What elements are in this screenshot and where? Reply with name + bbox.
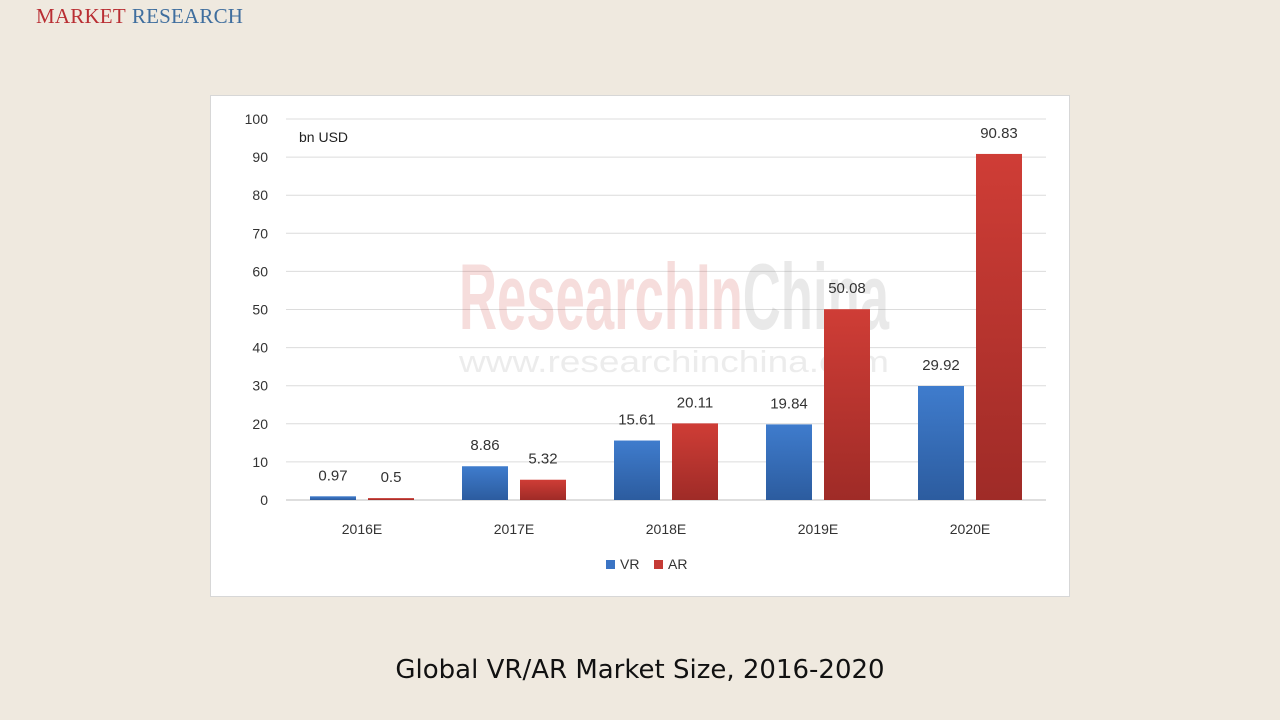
bar-ar-2020e	[976, 153, 1022, 501]
bar-ar-2018e	[672, 423, 718, 500]
x-tick-label: 2017E	[494, 521, 534, 537]
data-label: 15.61	[618, 412, 656, 429]
y-tick-label: 80	[252, 187, 268, 203]
y-tick-label: 100	[245, 111, 269, 127]
data-labels: 0.97 0.5 8.86 5.32 15.61 20.11 19.84 50.08 29.92…	[318, 125, 1017, 486]
y-tick-label: 0	[260, 492, 268, 508]
x-tick-label: 2020E	[950, 521, 990, 537]
y-tick-label: 60	[252, 263, 268, 279]
data-label: 5.32	[528, 451, 557, 468]
legend-label-ar: AR	[668, 556, 687, 572]
watermark-url: www.researchinchina.com	[458, 344, 889, 379]
bar-vr-2018e	[614, 440, 660, 500]
bar-chart: ResearchInChina www.researchinchina.com …	[245, 111, 1046, 572]
watermark: ResearchInChina www.researchinchina.com	[458, 244, 890, 379]
watermark-in: In	[696, 244, 743, 349]
y-tick-label: 20	[252, 416, 268, 432]
data-label: 19.84	[770, 395, 808, 412]
bar-vr-2016e	[310, 496, 356, 500]
y-tick-label: 70	[252, 225, 268, 241]
watermark-research: Research	[459, 244, 696, 349]
data-label: 0.97	[318, 467, 347, 484]
bar-vr-2019e	[766, 424, 812, 500]
y-tick-label: 10	[252, 454, 268, 470]
data-label: 29.92	[922, 357, 960, 374]
unit-label: bn USD	[299, 129, 348, 145]
x-tick-label: 2016E	[342, 521, 382, 537]
y-axis: 0 10 20 30 40 50 60 70 80 90 100	[245, 111, 269, 508]
legend-label-vr: VR	[620, 556, 639, 572]
chart-caption: Global VR/AR Market Size, 2016-2020	[395, 655, 885, 685]
chart-panel: ResearchInChina www.researchinchina.com …	[210, 95, 1070, 597]
bar-vr-2020e	[918, 386, 964, 500]
svg-text:ResearchInChina: ResearchInChina	[459, 244, 889, 349]
legend-swatch-ar	[654, 560, 663, 569]
legend-swatch-vr	[606, 560, 615, 569]
data-label: 0.5	[381, 469, 402, 486]
legend: VR AR	[606, 556, 687, 572]
grid-lines	[286, 118, 1046, 501]
bars	[310, 153, 1022, 501]
y-tick-label: 40	[252, 340, 268, 356]
x-axis: 2016E 2017E 2018E 2019E 2020E	[342, 521, 990, 537]
bar-vr-2017e	[462, 466, 508, 500]
data-label: 20.11	[677, 394, 713, 411]
y-tick-label: 30	[252, 378, 268, 394]
y-tick-label: 50	[252, 302, 268, 318]
data-label: 8.86	[470, 437, 499, 454]
bar-ar-2017e	[520, 479, 566, 500]
bar-ar-2019e	[824, 309, 870, 500]
bar-ar-2016e	[368, 498, 414, 500]
brand-logo-market: MARKET	[36, 4, 126, 28]
brand-logo-research: RESEARCH	[131, 4, 244, 28]
x-tick-label: 2019E	[798, 521, 838, 537]
data-label: 50.08	[828, 280, 866, 297]
brand-logo: MARKET RESEARCH	[36, 4, 243, 29]
y-tick-label: 90	[252, 149, 268, 165]
x-tick-label: 2018E	[646, 521, 686, 537]
data-label: 90.83	[980, 125, 1018, 142]
